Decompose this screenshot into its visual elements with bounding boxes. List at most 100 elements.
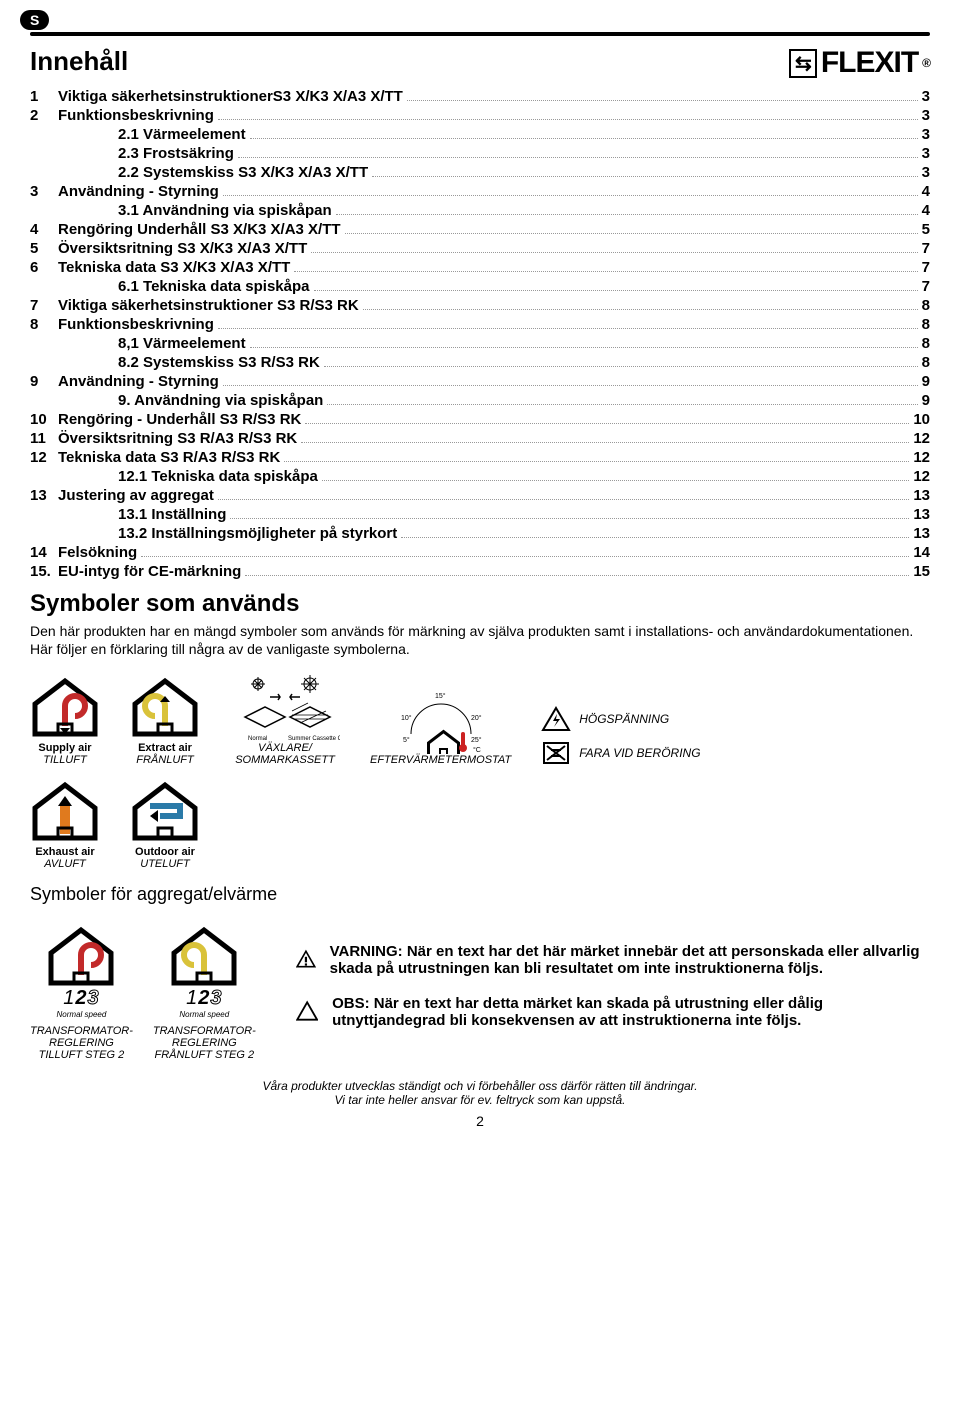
toc-number: 1 — [30, 88, 58, 105]
toc-row: 9. Användning via spiskåpan9 — [30, 392, 930, 409]
toc-leader — [218, 328, 918, 329]
toc-page: 8 — [922, 297, 930, 314]
toc-page: 3 — [922, 164, 930, 181]
toc-leader — [363, 309, 918, 310]
toc-label: Tekniska data S3 R/A3 R/S3 RK — [58, 449, 280, 466]
outdoor-en: Outdoor air — [135, 846, 195, 858]
obs-block: OBS: När en text har detta märket kan sk… — [296, 995, 930, 1029]
house-supply-icon — [30, 676, 100, 738]
toc-row: 10Rengöring - Underhåll S3 R/S3 RK10 — [30, 411, 930, 428]
toc-label: Justering av aggregat — [58, 487, 214, 504]
toc-page: 12 — [913, 449, 930, 466]
house-trans-extract-icon — [169, 925, 239, 987]
page-number: 2 — [30, 1113, 930, 1129]
exhaust-sv: AVLUFT — [44, 858, 86, 870]
toc-page: 13 — [913, 487, 930, 504]
toc-row: 2.3 Frostsäkring 3 — [30, 145, 930, 162]
extract-en: Extract air — [138, 742, 192, 754]
toc-page: 8 — [922, 354, 930, 371]
right-warnings: HÖGSPÄNNING FARA VID BERÖRING — [541, 706, 700, 766]
svg-text:10°: 10° — [401, 714, 412, 722]
toc-leader — [305, 423, 909, 424]
toc-label: Användning - Styrning — [58, 183, 219, 200]
toc-leader — [372, 176, 918, 177]
toc-leader — [301, 442, 909, 443]
toc-label: 8,1 Värmeelement — [58, 335, 246, 352]
toc-page: 14 — [913, 544, 930, 561]
toc-row: 13.1 Inställning13 — [30, 506, 930, 523]
toc-row: 6.1 Tekniska data spiskåpa 7 — [30, 278, 930, 295]
toc-label: 6.1 Tekniska data spiskåpa — [58, 278, 310, 295]
toc-label: Funktionsbeskrivning — [58, 316, 214, 333]
transformer-extract-symbol: 123 Normal speed TRANSFORMATOR- REGLERIN… — [153, 925, 256, 1061]
toc-page: 8 — [922, 335, 930, 352]
summer-cassette-icon: Normal Summer Cassette Option — [230, 672, 340, 742]
toc-number: 9 — [30, 373, 58, 390]
toc-row: 5Översiktsritning S3 X/K3 X/A3 X/TT7 — [30, 240, 930, 257]
toc-leader — [223, 385, 918, 386]
toc-label: 2.3 Frostsäkring — [58, 145, 234, 162]
toc-page: 15 — [913, 563, 930, 580]
toc-row: 13Justering av aggregat13 — [30, 487, 930, 504]
toc-label: 2.1 Värmeelement — [58, 126, 246, 143]
toc-page: 3 — [922, 145, 930, 162]
toc-page: 4 — [922, 202, 930, 219]
toc-label: Funktionsbeskrivning — [58, 107, 214, 124]
toc-label: Viktiga säkerhetsinstruktioner S3 R/S3 R… — [58, 297, 359, 314]
speed-123-2: 123 — [186, 987, 222, 1010]
toc-leader — [238, 157, 918, 158]
toc-row: 4Rengöring Underhåll S3 X/K3 X/A3 X/TT5 — [30, 221, 930, 238]
toc-leader — [401, 537, 909, 538]
toc-label: Användning - Styrning — [58, 373, 219, 390]
svg-text:15°: 15° — [435, 692, 446, 700]
speed-123: 123 — [63, 987, 99, 1010]
toc-row: 12Tekniska data S3 R/A3 R/S3 RK12 — [30, 449, 930, 466]
toc-page: 7 — [922, 240, 930, 257]
toc-leader — [223, 195, 918, 196]
bottom-row: 123 Normal speed TRANSFORMATOR- REGLERIN… — [30, 925, 930, 1061]
svg-text:25°: 25° — [471, 736, 482, 744]
toc-row: 3.1 Användning via spiskåpan4 — [30, 202, 930, 219]
warning-block: VARNING: När en text har det här märket … — [296, 943, 930, 977]
toc-label: 8.2 Systemskiss S3 R/S3 RK — [58, 354, 320, 371]
supply-en: Supply air — [38, 742, 91, 754]
toc-leader — [322, 480, 909, 481]
toc-row: 2.1 Värmeelement 3 — [30, 126, 930, 143]
toc-label: Översiktsritning S3 X/K3 X/A3 X/TT — [58, 240, 307, 257]
toc-leader — [294, 271, 917, 272]
toc-page: 7 — [922, 278, 930, 295]
logo-arrows-icon: ⇆ — [789, 49, 817, 78]
toc-leader — [250, 138, 918, 139]
toc-number: 12 — [30, 449, 58, 466]
toc-row: 15.EU-intyg för CE-märkning15 — [30, 563, 930, 580]
header-rule — [30, 32, 930, 36]
normal-speed-2: Normal speed — [179, 1010, 229, 1019]
house-exhaust-icon — [30, 780, 100, 842]
toc-row: 12.1 Tekniska data spiskåpa12 — [30, 468, 930, 485]
svg-text:5°: 5° — [403, 736, 410, 744]
trans-supply-sv: TRANSFORMATOR- REGLERING TILLUFT STEG 2 — [30, 1025, 133, 1061]
toc-leader — [314, 290, 918, 291]
toc-label: 13.1 Inställning — [58, 506, 226, 523]
extract-sv: FRÅNLUFT — [136, 754, 193, 766]
toc-leader — [324, 366, 918, 367]
toc-label: 13.2 Inställningsmöjligheter på styrkort — [58, 525, 397, 542]
toc-number: 2 — [30, 107, 58, 124]
toc-row: 8,1 Värmeelement 8 — [30, 335, 930, 352]
toc-page: 3 — [922, 126, 930, 143]
toc-number: 4 — [30, 221, 58, 238]
toc-label: 9. Användning via spiskåpan — [58, 392, 323, 409]
footer-2: Vi tar inte heller ansvar för ev. feltry… — [30, 1093, 930, 1107]
transformer-supply-symbol: 123 Normal speed TRANSFORMATOR- REGLERIN… — [30, 925, 133, 1061]
brand-logo: ⇆ FLEXIT® — [789, 46, 930, 80]
toc-leader — [245, 575, 909, 576]
toc-label: 2.2 Systemskiss S3 X/K3 X/A3 X/TT — [58, 164, 368, 181]
outdoor-sv: UTELUFT — [140, 858, 190, 870]
brand-name: FLEXIT — [821, 46, 918, 80]
toc-label: Översiktsritning S3 R/A3 R/S3 RK — [58, 430, 297, 447]
exhaust-air-symbol: Exhaust air AVLUFT — [30, 780, 100, 870]
thermostat-symbol: 5° 10° 15° 20° 25° °C EFTERVÄRMETERMOSTA… — [370, 684, 511, 766]
toc-leader — [327, 404, 917, 405]
toc-leader — [311, 252, 917, 253]
toc-leader — [230, 518, 909, 519]
